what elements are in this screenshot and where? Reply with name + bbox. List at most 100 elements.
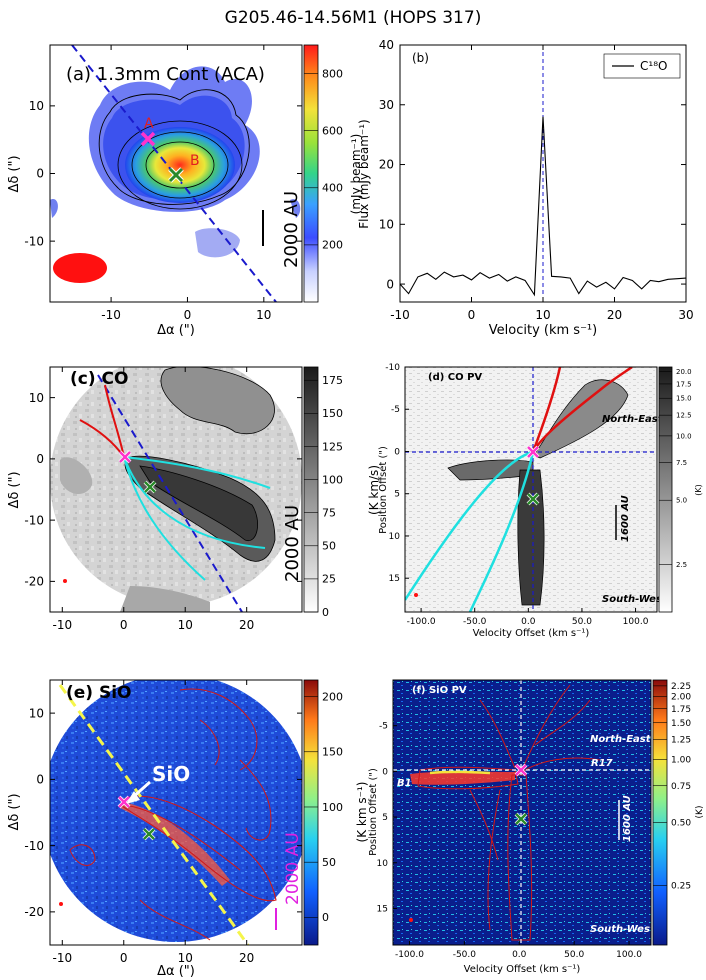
panel-f: (f) SiO PV North-East South-West R17 B1 … [368, 679, 705, 975]
x-tick-label: 0 [120, 951, 128, 965]
colorbar-tick-label: 0.50 [671, 819, 691, 829]
colorbar-tick-label: 1.00 [671, 756, 691, 766]
panel-f-contour [507, 774, 533, 941]
panel-d-beam [414, 593, 418, 597]
colorbar-tick-label: 100 [322, 473, 343, 486]
x-tick-label: 10 [178, 618, 193, 632]
panel-f-axes: -100.0 -50.0 0.0 50.0 100.0 -5 0 5 10 15 [377, 722, 643, 960]
panel-c-south-patch [120, 586, 210, 612]
colorbar-tick-label: 400 [322, 182, 343, 195]
panel-e-outflow-axis [58, 684, 250, 945]
panel-a-colorbar-label: (mJy beam⁻¹) [349, 134, 363, 215]
panel-e-marker-b [142, 827, 156, 841]
panel-e-colorbar-label: (K km s⁻¹) [355, 782, 369, 843]
y-tick-label: 10 [379, 218, 394, 232]
colorbar-tick-label: 200 [322, 239, 343, 252]
panel-d-label: (d) CO PV [428, 372, 482, 383]
panel-a-xlabel: Δα (") [157, 323, 195, 338]
panel-f-contour [521, 684, 571, 771]
panel-c-cyan-cavity-curve [123, 456, 206, 581]
colorbar-tick-label: 800 [322, 67, 343, 80]
panel-d-contour [533, 379, 629, 459]
y-tick-label: 10 [29, 99, 44, 113]
y-tick-label: -20 [24, 905, 44, 919]
y-tick-label: -10 [24, 234, 44, 248]
panel-f-background [393, 680, 651, 945]
panel-f-marker-a [514, 763, 528, 777]
y-tick-label: -5 [379, 722, 388, 732]
panel-a-contour [131, 131, 229, 199]
panel-a-scale-label: 2000 AU [281, 191, 302, 268]
panel-e-ylabel: Δδ (") [7, 793, 22, 830]
colorbar-tick-label: 50 [322, 540, 336, 553]
colorbar-tick-label: 200 [322, 690, 343, 703]
panel-e-contour [69, 844, 96, 866]
panel-f-scale-label: 1600 AU [622, 795, 633, 842]
colorbar-tick-label: 17.5 [676, 380, 692, 388]
x-tick-label: 0.0 [512, 950, 527, 960]
panel-d: (d) CO PV North-East South-West 1600 AU … [378, 363, 703, 639]
colorbar-tick-label: 2.5 [676, 561, 687, 569]
x-tick-label: -10 [101, 308, 121, 322]
panel-c-colorbar-label: (K km/s) [367, 465, 381, 515]
panel-e-contour [239, 759, 272, 841]
colorbar-tick-label: 150 [322, 407, 343, 420]
panel-a-outflow-axis [71, 45, 277, 302]
panel-c-scale-label: 2000 AU [282, 505, 303, 582]
colorbar-tick-label: 7.5 [676, 459, 687, 467]
y-tick-label: 0 [386, 277, 394, 291]
colorbar-tick-label: 1.25 [671, 735, 691, 745]
panel-e-colorbar-ticks: 0 50 100 150 200 [304, 690, 343, 924]
panel-a-label: (a) 1.3mm Cont (ACA) [66, 64, 265, 85]
colorbar-tick-label: 600 [322, 125, 343, 138]
panel-e-scale-label: 2000 AU [283, 832, 303, 905]
x-tick-label: -10 [52, 618, 72, 632]
panel-d-contour [517, 469, 545, 606]
marker-b [168, 167, 184, 183]
x-tick-label: -100.0 [407, 617, 436, 627]
panel-a: A B (a) 1.3mm Cont (ACA) 2000 AU -10 0 10-… [7, 44, 363, 338]
panel-f-b1-core [429, 770, 491, 775]
colorbar-tick-label: 12.5 [676, 412, 692, 420]
y-tick-label: -5 [391, 405, 400, 415]
panel-b: -10 0 10 20 30 0 10 20 30 40 (b) C¹⁸O Velocity (k… [357, 38, 694, 338]
x-tick-label: 20 [239, 951, 254, 965]
panel-e-arrow-head [126, 791, 140, 804]
x-tick-label: 20 [607, 308, 622, 322]
colorbar-tick-label: 175 [322, 374, 343, 387]
panel-f-southwest-label: South-West [590, 924, 656, 935]
panel-e-contour [139, 899, 211, 941]
colorbar-tick-label: 0 [322, 911, 329, 924]
x-tick-label: -10 [52, 951, 72, 965]
panel-f-colorbar [652, 679, 668, 946]
panel-d-colorbar-label: (K) [694, 484, 703, 496]
y-tick-label: 0 [36, 773, 44, 787]
colorbar-tick-label: 2.00 [671, 693, 691, 703]
x-tick-label: 0 [184, 308, 192, 322]
panel-e-sio-annotation: SiO [152, 762, 190, 786]
panel-c-marker-a [118, 450, 132, 464]
colorbar-tick-label: 0.75 [671, 782, 691, 792]
marker-b-label: B [190, 153, 200, 169]
colorbar-tick-label: 15.0 [676, 395, 692, 403]
panel-a-core [125, 127, 235, 203]
panel-c-marker-b [143, 480, 157, 494]
x-tick-label: 20 [239, 618, 254, 632]
y-tick-label: 10 [389, 532, 401, 542]
panel-c-west-patch [60, 457, 93, 495]
panel-e-marker-a [117, 795, 131, 809]
colorbar-tick-label: 0 [322, 606, 329, 619]
panel-f-r17-label: R17 [591, 758, 613, 769]
panel-c-cyan-cavity-curve [123, 456, 271, 489]
panel-f-xlabel: Velocity Offset (km s⁻¹) [464, 964, 581, 975]
colorbar-tick-label: 125 [322, 440, 343, 453]
panel-c-frame [49, 366, 303, 613]
y-tick-label: 15 [377, 904, 388, 914]
panel-f-northeast-label: North-East [590, 734, 652, 745]
y-tick-label: -10 [24, 513, 44, 527]
panel-d-northeast-label: North-East [602, 414, 664, 425]
panel-d-axes: -100.0 -50.0 0.0 50.0 100.0 -10 -5 0 5 10 15 [385, 363, 648, 627]
colorbar-tick-label: 1.50 [671, 719, 691, 729]
y-tick-label: 40 [379, 38, 394, 52]
panel-f-marker-b [514, 812, 528, 826]
